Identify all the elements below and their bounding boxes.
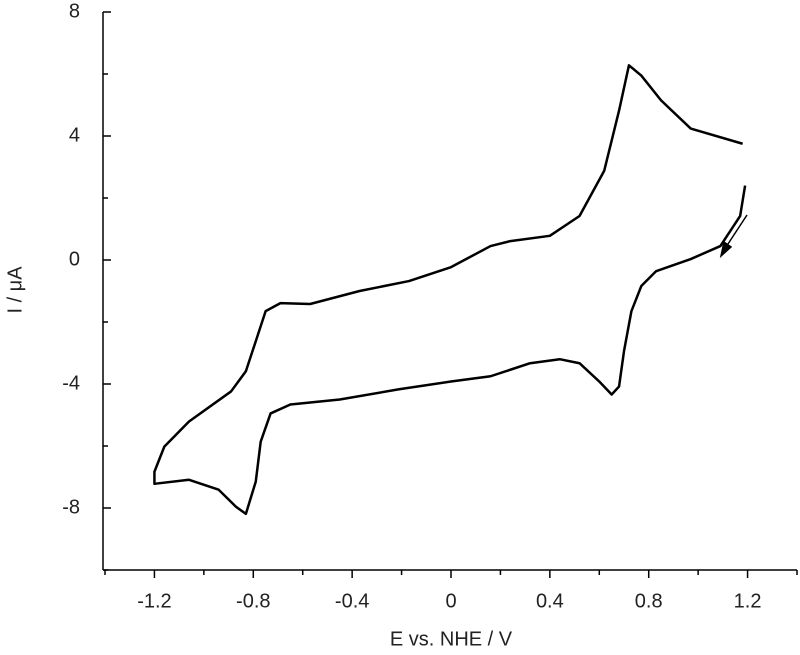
arrow	[719, 214, 748, 259]
y-tick-label: 0	[69, 248, 80, 270]
x-tick-label: -0.4	[335, 590, 369, 612]
y-axis-label: I / μA	[4, 266, 26, 314]
y-tick-label: -8	[62, 496, 80, 518]
y-tick-label: 8	[69, 0, 80, 22]
y-tick-label: 4	[69, 124, 80, 146]
arrow-head	[719, 240, 733, 259]
y-tick-label: -4	[62, 372, 80, 394]
arrow-shaft	[725, 214, 748, 248]
x-tick-label: -1.2	[137, 590, 171, 612]
x-tick-label: 1.2	[734, 590, 762, 612]
x-tick-label: 0.4	[536, 590, 564, 612]
x-tick-label: 0.8	[635, 590, 663, 612]
cv-curve	[153, 64, 747, 516]
x-tick-label: 0	[445, 590, 456, 612]
x-axis-label: E vs. NHE / V	[390, 628, 513, 650]
x-tick-label: -0.8	[236, 590, 270, 612]
